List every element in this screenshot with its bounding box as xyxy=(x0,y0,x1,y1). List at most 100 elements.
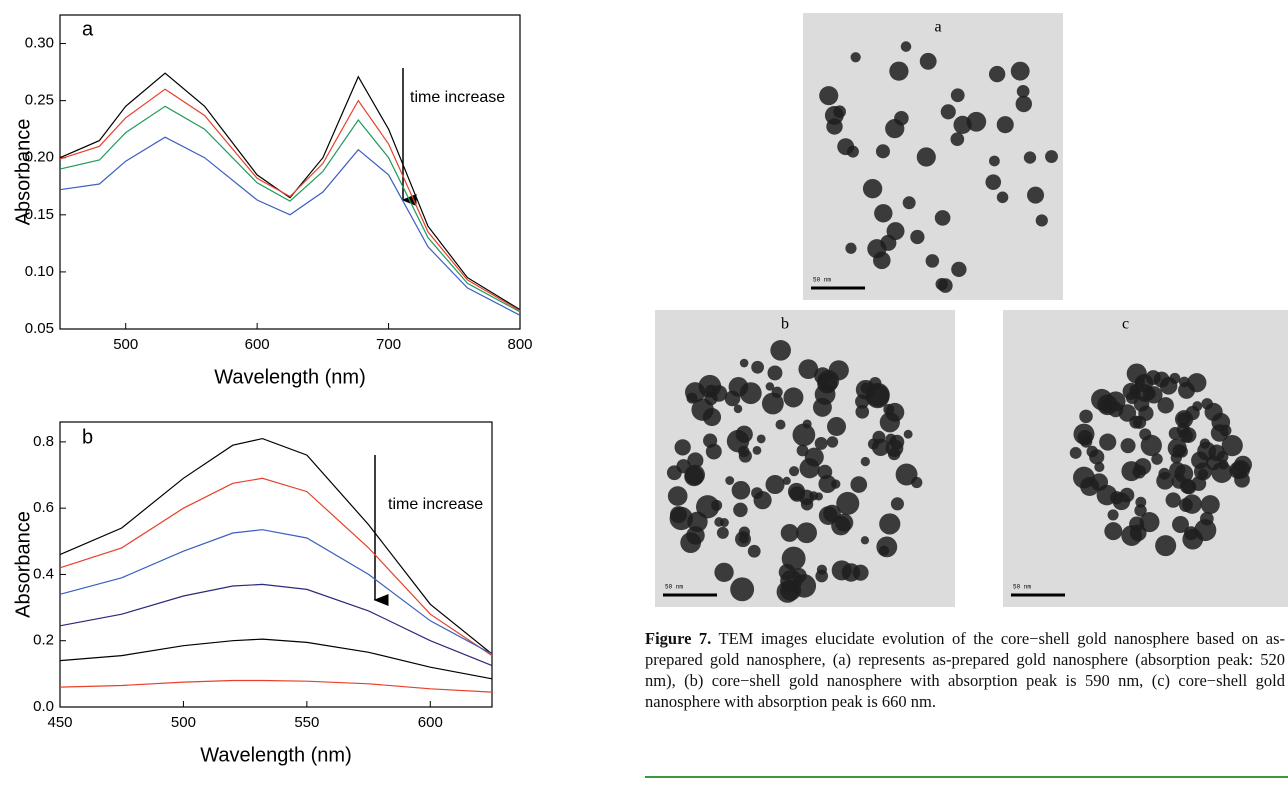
particle xyxy=(903,429,913,439)
caption-label: Figure 7. xyxy=(645,629,712,648)
particle xyxy=(855,394,870,409)
particle xyxy=(752,445,762,455)
particle xyxy=(702,407,722,427)
particle xyxy=(680,532,702,554)
particle xyxy=(989,155,1000,167)
particle xyxy=(934,210,951,226)
particle xyxy=(910,229,925,245)
particle xyxy=(725,476,735,485)
panel-label: b xyxy=(781,316,789,333)
particle xyxy=(837,138,855,156)
particle xyxy=(879,513,901,535)
x-tick-label: 500 xyxy=(113,336,138,353)
particle xyxy=(1027,186,1045,204)
scale-label: 50 nm xyxy=(1013,584,1031,591)
scale-label: 50 nm xyxy=(665,584,683,591)
particle xyxy=(919,52,937,70)
particle xyxy=(1069,447,1082,459)
particle xyxy=(815,569,829,583)
particle xyxy=(862,178,883,199)
particle xyxy=(1132,464,1147,479)
particle xyxy=(804,447,824,467)
x-tick-label: 500 xyxy=(171,714,196,731)
particle xyxy=(676,459,691,474)
x-axis-label: Wavelength (nm) xyxy=(214,366,366,388)
x-tick-label: 450 xyxy=(47,714,72,731)
particle xyxy=(739,358,749,368)
particle xyxy=(850,476,868,493)
plot-frame xyxy=(59,421,493,708)
y-tick-label: 0.25 xyxy=(25,92,54,109)
particle xyxy=(875,144,890,159)
particle xyxy=(1182,528,1204,550)
particle xyxy=(819,86,839,106)
particle xyxy=(1120,438,1136,454)
particle xyxy=(889,61,909,81)
particle xyxy=(780,524,799,542)
particle xyxy=(1086,445,1099,458)
particle xyxy=(1134,504,1147,517)
particle xyxy=(796,444,809,457)
particle xyxy=(1122,382,1140,400)
particle xyxy=(985,174,1002,190)
particle xyxy=(1079,409,1093,424)
particle xyxy=(685,382,706,403)
y-tick-label: 0.20 xyxy=(25,149,54,166)
line-series xyxy=(59,72,521,311)
particle xyxy=(756,434,766,444)
particle xyxy=(1221,435,1243,457)
tem-image: c 50 nm xyxy=(1003,310,1288,607)
x-tick-label: 600 xyxy=(245,336,270,353)
particle xyxy=(730,577,755,602)
annotation: time increase xyxy=(410,89,505,106)
particle xyxy=(1099,433,1117,451)
particle xyxy=(1187,373,1207,393)
particle xyxy=(751,360,764,374)
rule xyxy=(645,776,1288,778)
y-tick-label: 0.6 xyxy=(33,499,54,516)
plot-frame xyxy=(59,14,521,330)
particle xyxy=(826,436,839,448)
particle xyxy=(738,445,750,458)
particle xyxy=(782,476,791,485)
particle xyxy=(1174,464,1194,483)
particle xyxy=(667,486,688,506)
particle xyxy=(1105,391,1126,412)
particle xyxy=(900,41,912,52)
particle xyxy=(776,580,799,603)
y-tick-label: 0.8 xyxy=(33,433,54,450)
line-series xyxy=(59,529,493,655)
particle xyxy=(1172,516,1189,533)
particle xyxy=(747,544,761,558)
y-tick-label: 0.15 xyxy=(25,206,54,223)
line-series xyxy=(59,136,521,316)
particle xyxy=(1218,459,1229,470)
x-tick-label: 600 xyxy=(418,714,443,731)
particle xyxy=(1191,451,1209,470)
particle xyxy=(1172,444,1186,458)
particle xyxy=(753,491,772,510)
line-series xyxy=(59,679,493,693)
particle xyxy=(705,384,717,397)
particle xyxy=(996,191,1009,204)
particle xyxy=(1138,405,1154,421)
line-series xyxy=(59,583,493,667)
particle xyxy=(765,382,775,391)
particle xyxy=(1104,522,1123,541)
particle xyxy=(886,222,905,241)
line-series xyxy=(59,437,493,655)
particle xyxy=(783,387,804,408)
particle xyxy=(792,423,816,447)
particle xyxy=(1136,384,1154,403)
particle xyxy=(735,425,753,443)
line-series xyxy=(59,105,521,313)
tem-image: a 50 nm xyxy=(803,13,1063,300)
annotation: time increase xyxy=(388,496,483,513)
particle xyxy=(1219,424,1232,437)
particle xyxy=(674,439,691,456)
panel-label: b xyxy=(82,426,93,448)
particle xyxy=(868,376,882,390)
particle xyxy=(765,474,785,495)
particle xyxy=(796,522,817,544)
